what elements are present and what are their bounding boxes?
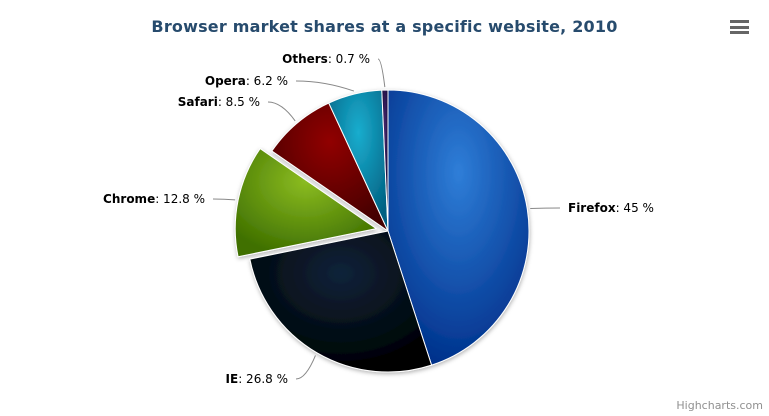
label-connector-opera [295,80,355,92]
data-label-others: Others: 0.7 % [282,52,370,66]
data-label-safari: Safari: 8.5 % [178,95,260,109]
data-labels: Firefox: 45 % IE: 26.8 % Chrome: 12.8 % Saf… [103,52,654,386]
label-connector-ie [295,355,316,380]
data-label-firefox: Firefox: 45 % [568,201,654,215]
pie-slice-others[interactable] [381,89,389,232]
pie-slice-firefox[interactable] [387,89,530,366]
data-label-opera: Opera: 6.2 % [205,74,288,88]
data-label-ie: IE: 26.8 % [226,372,288,386]
pie-slice-ie[interactable] [249,230,433,373]
label-connector-chrome [212,198,236,201]
pie-series [234,89,530,373]
chart-title: Browser market shares at a specific webs… [151,17,618,36]
data-label-chrome: Chrome: 12.8 % [103,192,205,206]
credits-link[interactable]: Highcharts.com [676,399,763,412]
pie-slice-chrome[interactable] [234,148,377,258]
label-connector-safari [267,101,296,122]
context-menu-button[interactable] [730,20,749,34]
label-connector-others [377,58,386,88]
